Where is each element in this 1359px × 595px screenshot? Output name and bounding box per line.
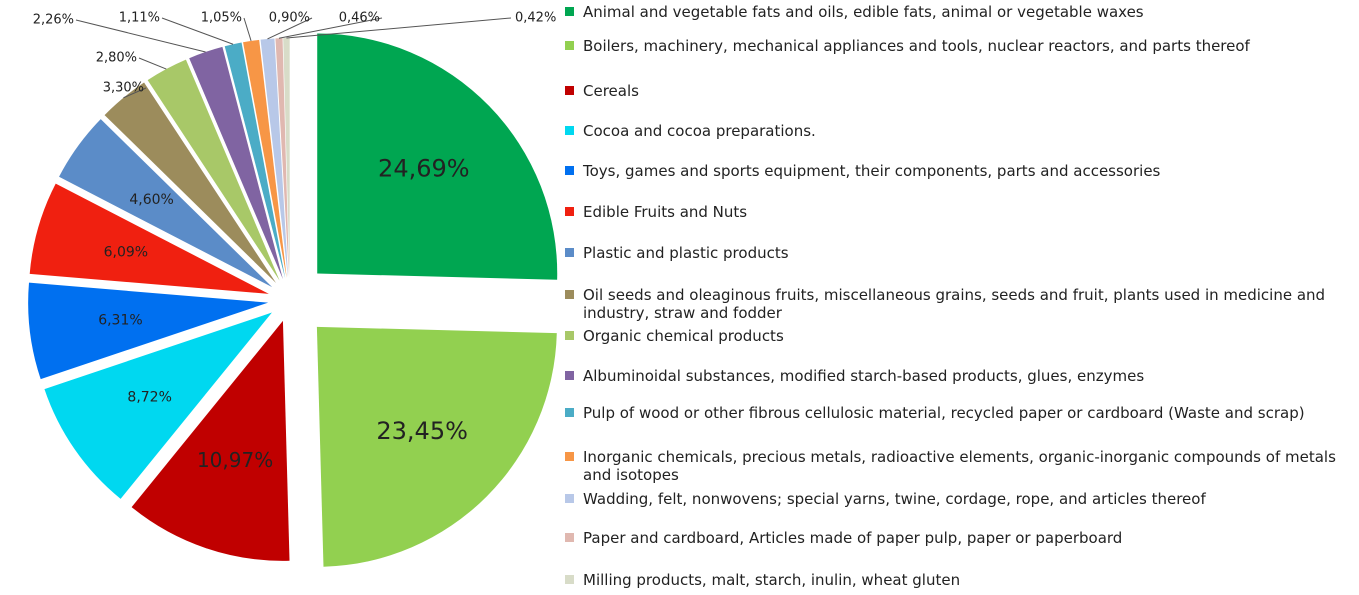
leader-line <box>75 19 206 53</box>
pie-slice <box>260 38 289 279</box>
leader-line <box>161 17 234 45</box>
legend-swatch <box>565 408 574 417</box>
legend-label: Cocoa and cocoa preparations. <box>583 122 816 140</box>
legend-item: Boilers, machinery, mechanical appliance… <box>565 37 1355 55</box>
data-label: 6,09% <box>104 245 148 261</box>
data-label: 24,69% <box>378 155 470 183</box>
legend-label: Milling products, malt, starch, inulin, … <box>583 571 961 589</box>
legend-swatch <box>565 41 574 50</box>
pie-slice <box>317 33 558 280</box>
pie-slice <box>147 59 280 281</box>
data-label: 23,45% <box>376 417 468 445</box>
data-label: 0,42% <box>515 11 556 26</box>
legend-item: Toys, games and sports equipment, their … <box>565 162 1355 180</box>
legend-swatch <box>565 126 574 135</box>
legend-item: Oil seeds and oleaginous fruits, miscell… <box>565 286 1355 322</box>
leader-line <box>278 17 383 39</box>
legend-swatch <box>565 248 574 257</box>
pie-slice <box>275 38 290 279</box>
legend-item: Pulp of wood or other fibrous cellulosic… <box>565 404 1355 422</box>
data-label: 3,30% <box>103 81 144 96</box>
legend-swatch <box>565 371 574 380</box>
data-label: 6,31% <box>98 313 142 329</box>
pie-slice <box>224 42 286 279</box>
legend-label: Albuminoidal substances, modified starch… <box>583 367 1145 385</box>
data-label: 2,26% <box>33 13 74 28</box>
pie-slice <box>283 38 290 279</box>
legend-label: Plastic and plastic products <box>583 244 789 262</box>
legend-label: Organic chemical products <box>583 327 784 345</box>
legend-item: Edible Fruits and Nuts <box>565 203 1355 221</box>
pie-slice <box>59 119 273 288</box>
pie-slice <box>104 82 277 284</box>
legend-item: Milling products, malt, starch, inulin, … <box>565 571 1355 589</box>
data-label: 4,60% <box>129 192 173 208</box>
data-label: 8,72% <box>127 389 171 405</box>
legend-item: Inorganic chemicals, precious metals, ra… <box>565 448 1355 484</box>
legend-swatch <box>565 86 574 95</box>
pie-slice <box>316 326 557 567</box>
data-label: 0,46% <box>339 11 380 26</box>
leader-line <box>267 17 313 40</box>
pie-slice <box>189 46 283 280</box>
data-label: 1,05% <box>201 11 242 26</box>
legend-label: Pulp of wood or other fibrous cellulosic… <box>583 404 1305 422</box>
legend-swatch <box>565 166 574 175</box>
legend-label: Toys, games and sports equipment, their … <box>583 162 1161 180</box>
legend-swatch <box>565 452 574 461</box>
pie-slice <box>243 39 287 279</box>
legend-swatch <box>565 290 574 299</box>
leader-line <box>123 87 147 99</box>
legend-item: Plastic and plastic products <box>565 244 1355 262</box>
legend-item: Cocoa and cocoa preparations. <box>565 122 1355 140</box>
legend-label: Boilers, machinery, mechanical appliance… <box>583 37 1250 55</box>
legend-label: Cereals <box>583 82 639 100</box>
legend-swatch <box>565 207 574 216</box>
pie-slice <box>44 312 272 499</box>
leader-line <box>138 57 167 70</box>
legend-item: Albuminoidal substances, modified starch… <box>565 367 1355 385</box>
leader-line <box>286 17 512 39</box>
legend-label: Wadding, felt, nonwovens; special yarns,… <box>583 490 1206 508</box>
pie-slice <box>131 320 290 561</box>
legend-item: Paper and cardboard, Articles made of pa… <box>565 529 1355 547</box>
legend-label: Edible Fruits and Nuts <box>583 203 748 221</box>
pie-slice <box>28 282 269 380</box>
legend-swatch <box>565 7 574 16</box>
data-label: 2,80% <box>96 51 137 66</box>
legend-item: Cereals <box>565 82 1355 100</box>
legend-item: Organic chemical products <box>565 327 1355 345</box>
legend-swatch <box>565 331 574 340</box>
data-label: 1,11% <box>119 11 160 26</box>
pie-slice <box>29 183 269 294</box>
legend-swatch <box>565 533 574 542</box>
legend-label: Oil seeds and oleaginous fruits, miscell… <box>583 286 1326 322</box>
legend-swatch <box>565 494 574 503</box>
leader-line <box>243 17 252 42</box>
data-label: 10,97% <box>197 448 273 472</box>
data-label: 0,90% <box>269 11 310 26</box>
legend-label: Animal and vegetable fats and oils, edib… <box>583 3 1144 21</box>
legend-label: Paper and cardboard, Articles made of pa… <box>583 529 1123 547</box>
legend-item: Animal and vegetable fats and oils, edib… <box>565 3 1355 21</box>
legend-label: Inorganic chemicals, precious metals, ra… <box>583 448 1336 484</box>
legend-swatch <box>565 575 574 584</box>
pie: 24,69% 23,45% 10,97% 8,72% 6,31% 6,09% 4,60% 3,… <box>28 11 558 567</box>
legend-item: Wadding, felt, nonwovens; special yarns,… <box>565 490 1355 508</box>
